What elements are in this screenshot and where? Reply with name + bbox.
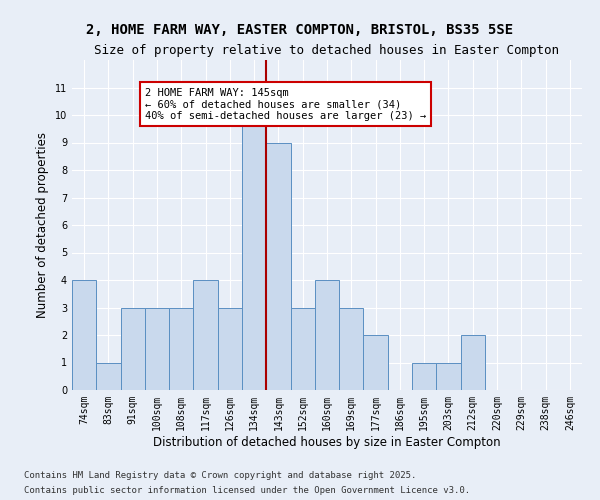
Bar [290,308,315,390]
Bar [169,308,193,390]
Bar [72,280,96,390]
Bar [121,308,145,390]
Bar [461,335,485,390]
Bar [218,308,242,390]
Bar [266,142,290,390]
X-axis label: Distribution of detached houses by size in Easter Compton: Distribution of detached houses by size … [153,436,501,448]
Bar [364,335,388,390]
Bar [436,362,461,390]
Text: Contains public sector information licensed under the Open Government Licence v3: Contains public sector information licen… [24,486,470,495]
Bar [315,280,339,390]
Y-axis label: Number of detached properties: Number of detached properties [37,132,49,318]
Text: 2 HOME FARM WAY: 145sqm
← 60% of detached houses are smaller (34)
40% of semi-de: 2 HOME FARM WAY: 145sqm ← 60% of detache… [145,88,426,120]
Bar [193,280,218,390]
Bar [339,308,364,390]
Bar [242,115,266,390]
Bar [96,362,121,390]
Text: Contains HM Land Registry data © Crown copyright and database right 2025.: Contains HM Land Registry data © Crown c… [24,471,416,480]
Bar [145,308,169,390]
Title: Size of property relative to detached houses in Easter Compton: Size of property relative to detached ho… [95,44,560,58]
Text: 2, HOME FARM WAY, EASTER COMPTON, BRISTOL, BS35 5SE: 2, HOME FARM WAY, EASTER COMPTON, BRISTO… [86,22,514,36]
Bar [412,362,436,390]
